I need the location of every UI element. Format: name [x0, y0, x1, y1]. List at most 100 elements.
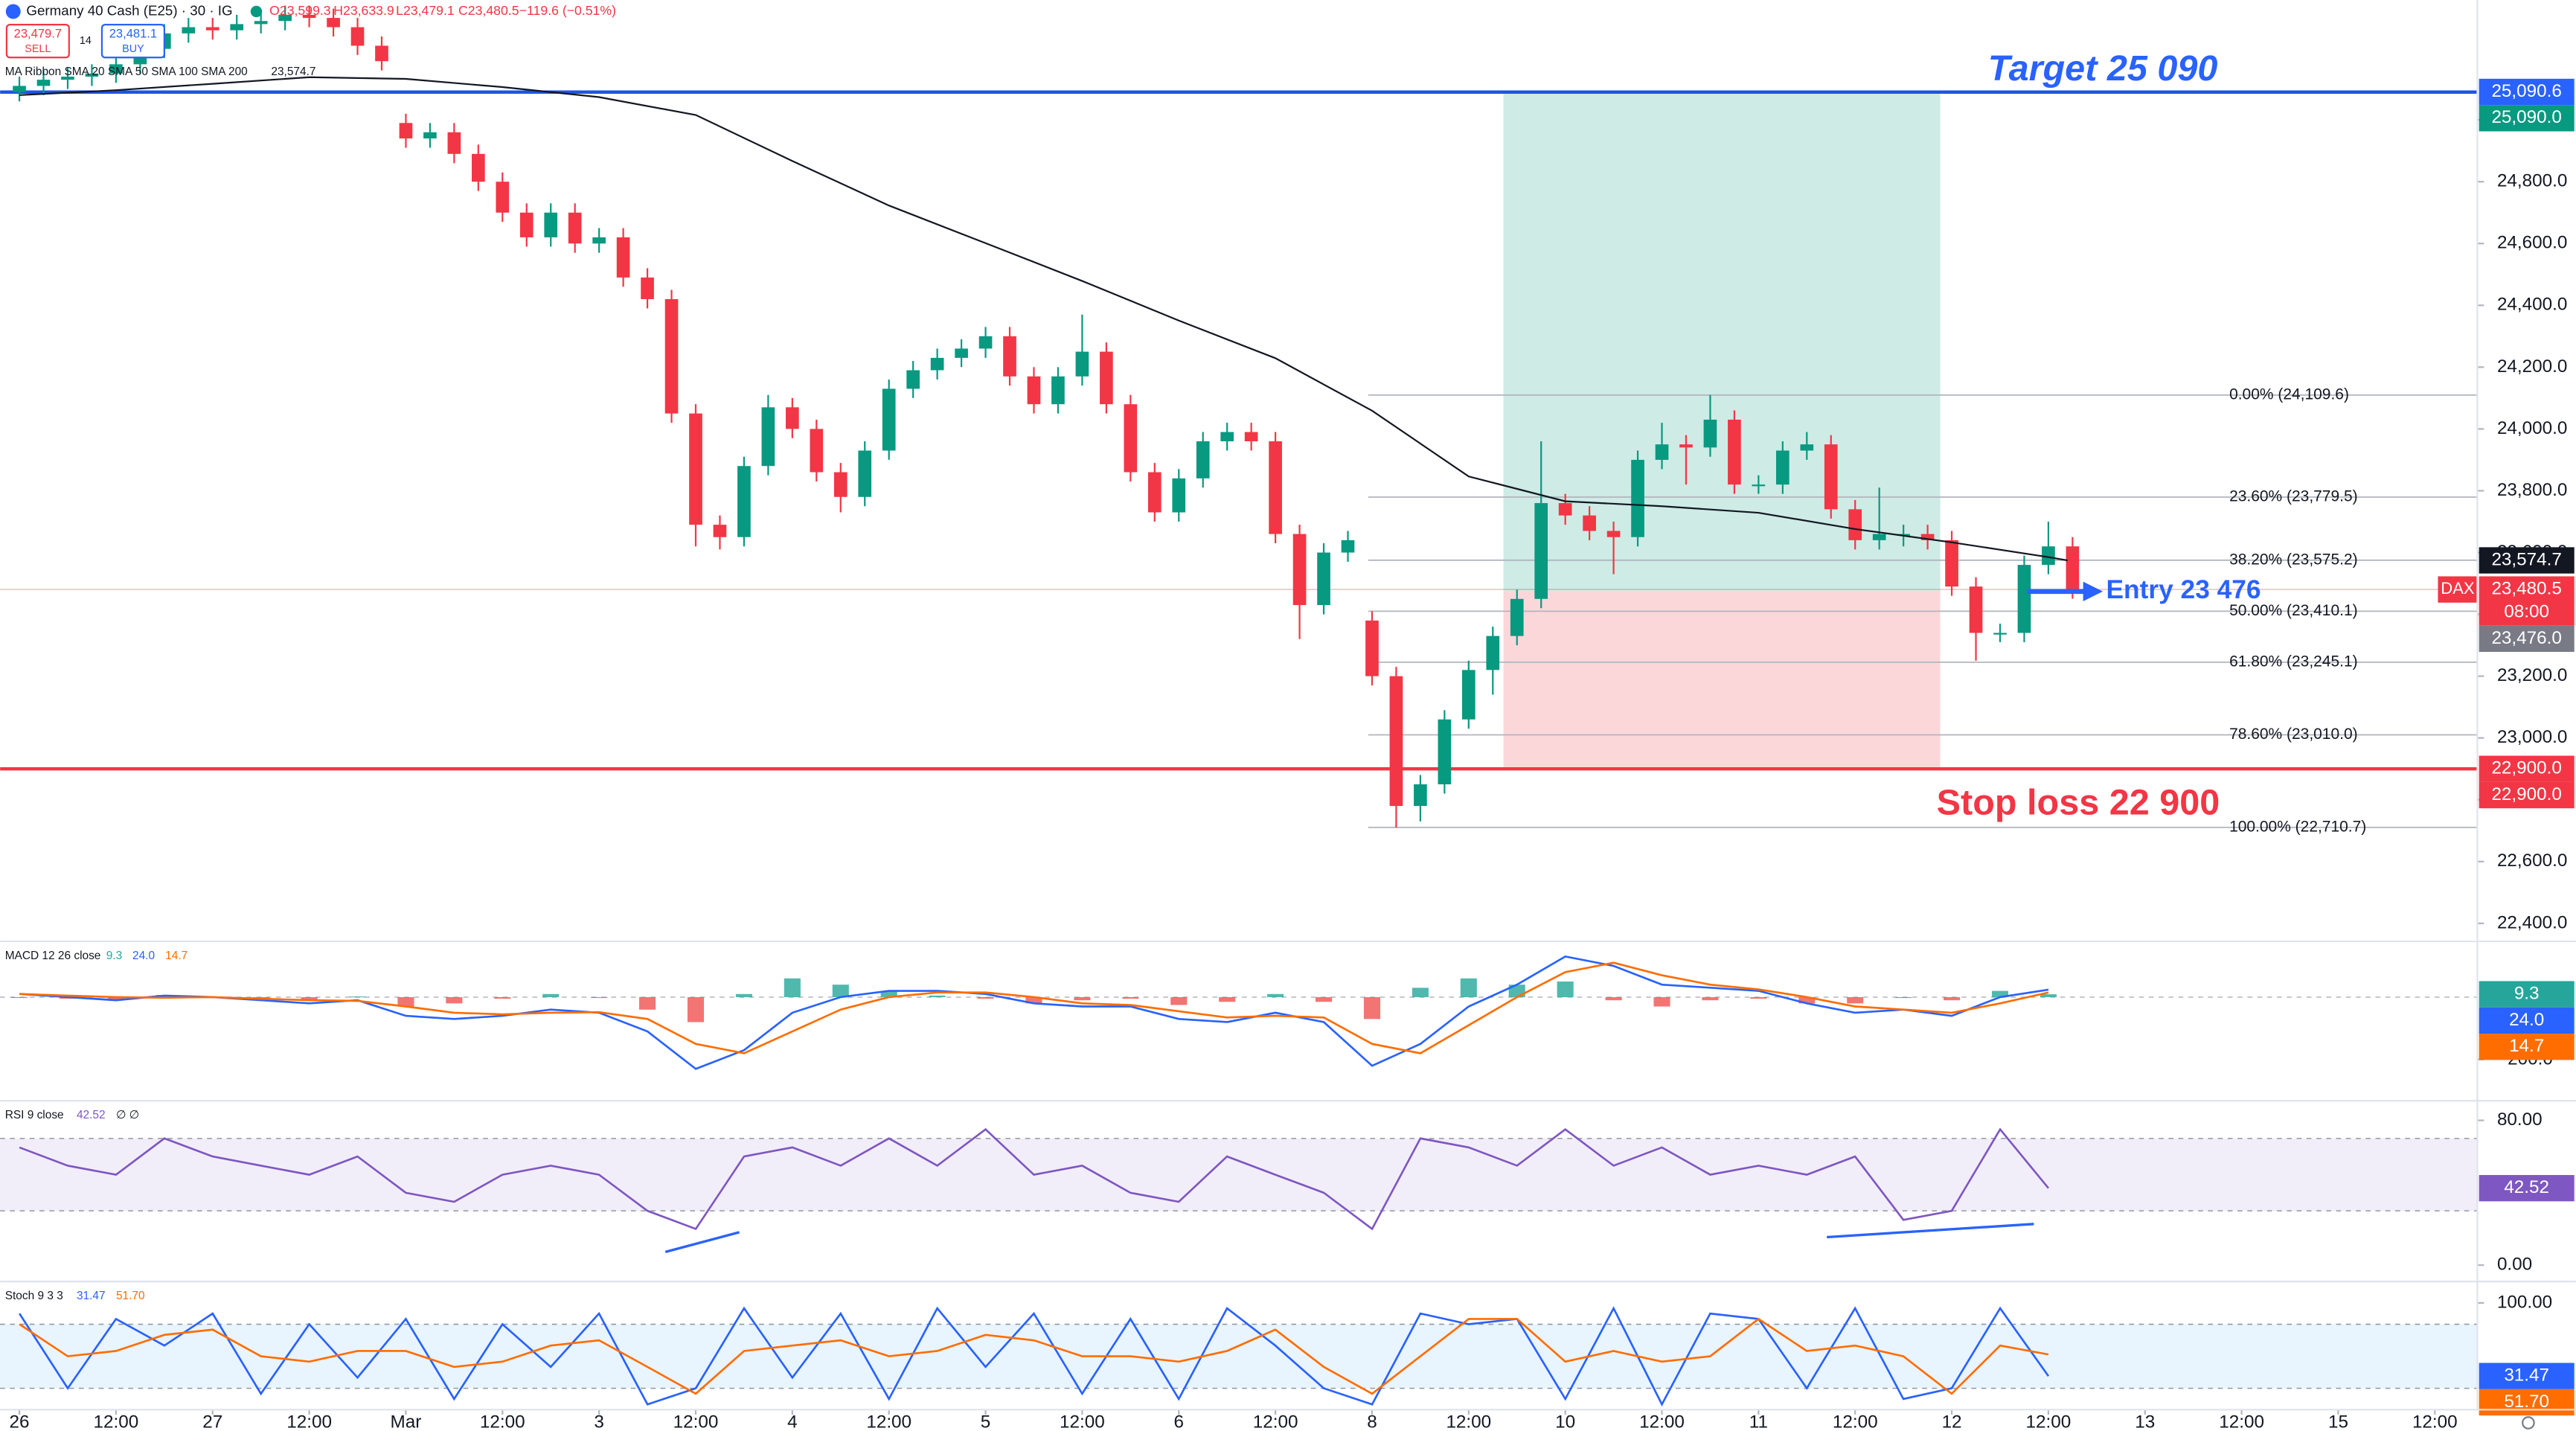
- axes: 26 12:00 27 12:00 Mar 12:00 3 12:00 4 12:00 5 12:00…: [10, 78, 2575, 1431]
- histogram-bar: [1653, 996, 1670, 1007]
- candle-body: [616, 237, 630, 278]
- buy-price[interactable]: 23,481.1: [109, 27, 157, 41]
- candle-body: [1510, 598, 1524, 636]
- fib-label: 61.80% (23,245.1): [2229, 653, 2358, 670]
- candle-body: [1848, 509, 1862, 540]
- histogram-bar: [1267, 993, 1284, 997]
- candle-body: [278, 14, 292, 22]
- price-tag-label: 25,090.0: [2491, 107, 2561, 127]
- symbol-tag: [2438, 576, 2478, 603]
- ohlc-high: H23,633.9: [333, 3, 394, 18]
- sell-button[interactable]: [5, 24, 70, 59]
- target-annotation: Target 25 090: [1988, 48, 2218, 89]
- candle-body: [930, 357, 944, 371]
- candle-body: [519, 212, 534, 237]
- y-tick-label: 24,200.0: [2497, 356, 2567, 377]
- price-tag-label: 25,090.6: [2491, 81, 2561, 101]
- histogram-bar: [397, 996, 414, 1007]
- candle-body: [1993, 633, 2007, 635]
- candle-body: [350, 27, 365, 46]
- indicator-title: Stoch 9 3 3: [5, 1290, 63, 1302]
- histogram-bar: [591, 996, 608, 999]
- spread: 14: [80, 35, 92, 47]
- x-tick-label: 12:00: [1253, 1412, 1298, 1431]
- histogram-bar: [1702, 996, 1719, 1001]
- x-tick-label: 12: [1942, 1412, 1962, 1431]
- ohlc-close: C23,480.5: [458, 3, 519, 18]
- candle-body: [1051, 376, 1065, 405]
- candle-body: [858, 450, 872, 497]
- profit-zone: [1503, 92, 1941, 592]
- candle-body: [496, 182, 510, 213]
- candle-body: [1027, 376, 1041, 405]
- histogram-bar: [494, 996, 511, 999]
- candle-body: [1196, 441, 1210, 478]
- histogram-bar: [1798, 996, 1816, 1004]
- buy-label[interactable]: BUY: [122, 43, 144, 55]
- histogram-bar: [1991, 990, 2009, 997]
- candle-body: [978, 336, 993, 349]
- candle-body: [1003, 336, 1016, 377]
- buy-button[interactable]: [100, 24, 165, 59]
- candle-body: [713, 525, 727, 537]
- y-tick-label: 22,600.0: [2497, 851, 2567, 871]
- sell-price[interactable]: 23,479.7: [14, 27, 62, 41]
- symbol-icon: [5, 4, 21, 19]
- candle-body: [182, 27, 196, 33]
- fib-label: 50.00% (23,410.1): [2229, 602, 2358, 619]
- x-tick-label: 12:00: [1446, 1412, 1491, 1431]
- stop-annotation: Stop loss 22 900: [1937, 783, 2220, 823]
- candle-body: [1897, 534, 1910, 536]
- y-tick-label: 24,400.0: [2497, 295, 2567, 315]
- price-tag: [2479, 1363, 2575, 1389]
- candle-body: [1414, 784, 1427, 807]
- candle-body: [109, 64, 123, 74]
- candle-body: [1631, 459, 1644, 537]
- y-tick-label: 23,200.0: [2497, 665, 2567, 685]
- candle-body: [1269, 441, 1282, 534]
- change: −119.6 (−0.51%): [519, 3, 616, 18]
- x-tick-label: 3: [594, 1412, 604, 1431]
- settings-icon[interactable]: [2522, 1416, 2535, 1430]
- candle-body: [205, 27, 220, 31]
- candle-body: [399, 123, 413, 139]
- histogram-bar: [1074, 996, 1091, 1001]
- histogram-bar: [1847, 996, 1864, 1004]
- indicator-readout: 51.70: [116, 1290, 145, 1302]
- indicator-title: MACD 12 26 close: [5, 950, 101, 962]
- x-tick-label: 12:00: [286, 1412, 332, 1431]
- sell-label[interactable]: SELL: [25, 43, 51, 55]
- candle-body: [1534, 503, 1548, 599]
- indicator-readout: ∅ ∅: [116, 1109, 139, 1121]
- price-tag: [2479, 1007, 2575, 1034]
- candle-body: [2066, 546, 2080, 590]
- indicator-readout: 9.3: [106, 950, 122, 962]
- loss-zone: [1503, 591, 1941, 769]
- indicator-panes: MACD 12 26 close 9.3 24.0 14.7 RSI 9 close 42…: [0, 950, 2478, 1407]
- candle-body: [810, 429, 824, 473]
- price-tag-label: 23,480.5: [2491, 579, 2561, 599]
- indicator-legend: MA Ribbon SMA 20 SMA 50 SMA 100 SMA 200: [5, 65, 248, 78]
- indicator-line: [19, 961, 2049, 1054]
- price-tag: [2479, 576, 2575, 626]
- candle-body: [689, 413, 702, 525]
- candle-body: [1220, 432, 1234, 442]
- histogram-bar: [1170, 996, 1188, 1005]
- price-tag: [2479, 625, 2575, 653]
- x-tick-label: 12:00: [480, 1412, 525, 1431]
- candle-body: [85, 73, 99, 77]
- y-tick-label: 24,600.0: [2497, 233, 2567, 253]
- candle-body: [1655, 444, 1669, 460]
- histogram-bar: [1944, 996, 1961, 1001]
- candle-body: [568, 212, 582, 244]
- price-tag-label: 14.7: [2509, 1036, 2544, 1056]
- price-tag-label: 42.52: [2504, 1177, 2549, 1197]
- histogram-bar: [1219, 996, 1236, 1002]
- candle-body: [1606, 531, 1621, 537]
- indicator-readout: 14.7: [165, 950, 188, 962]
- x-tick-label: 13: [2135, 1412, 2155, 1431]
- status-dot: [250, 5, 263, 18]
- candle-body: [1244, 432, 1258, 442]
- histogram-bar: [1025, 996, 1042, 1004]
